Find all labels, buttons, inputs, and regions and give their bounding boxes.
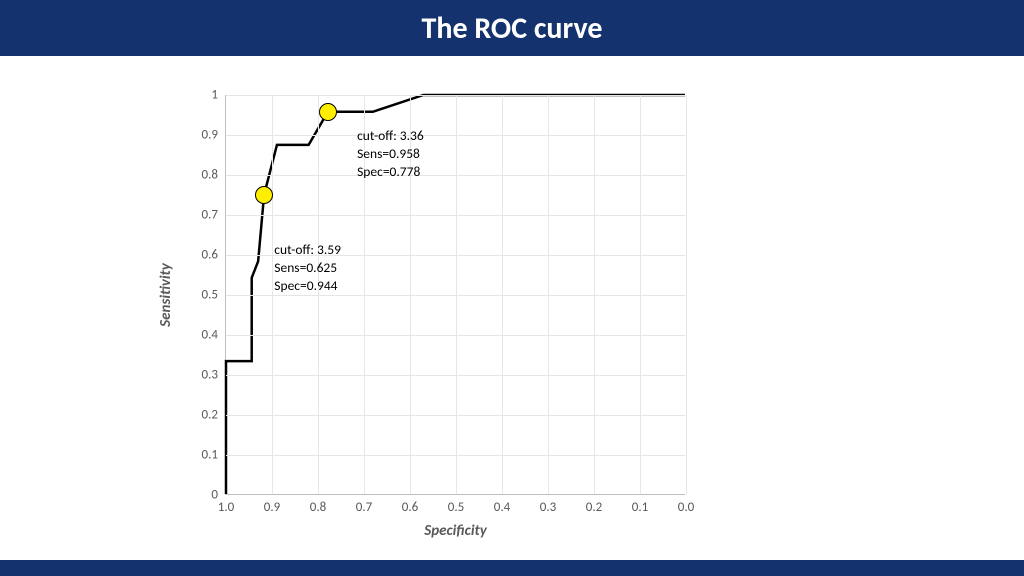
x-tick-label: 0.0 — [678, 494, 694, 515]
y-tick-label: 0.8 — [202, 168, 226, 183]
y-tick-label: 0.7 — [202, 208, 226, 223]
gridline-v — [594, 95, 595, 494]
gridline-v — [456, 95, 457, 494]
gridline-v — [272, 95, 273, 494]
x-tick-label: 0.3 — [540, 494, 556, 515]
x-tick-label: 1.0 — [218, 494, 234, 515]
slide-title: The ROC curve — [422, 10, 603, 47]
y-axis-label: Sensitivity — [157, 263, 175, 327]
x-tick-label: 0.9 — [264, 494, 280, 515]
x-tick-label: 0.4 — [494, 494, 510, 515]
y-tick-label: 0.1 — [202, 448, 226, 463]
gridline-v — [548, 95, 549, 494]
y-tick-label: 0.6 — [202, 248, 226, 263]
cutoff-marker — [319, 103, 337, 121]
y-tick-label: 0.4 — [202, 328, 226, 343]
x-tick-label: 0.6 — [402, 494, 418, 515]
y-tick-label: 0.2 — [202, 408, 226, 423]
x-tick-label: 0.2 — [586, 494, 602, 515]
x-tick-label: 0.7 — [356, 494, 372, 515]
x-tick-label: 0.5 — [448, 494, 464, 515]
gridline-v — [502, 95, 503, 494]
x-tick-label: 0.1 — [632, 494, 648, 515]
cutoff-annotation: cut-off: 3.36Sens=0.958Spec=0.778 — [357, 127, 424, 182]
x-tick-label: 0.8 — [310, 494, 326, 515]
plot-area: Sensitivity Specificity 00.10.20.30.40.5… — [225, 95, 685, 495]
y-tick-label: 0.5 — [202, 288, 226, 303]
roc-chart: Sensitivity Specificity 00.10.20.30.40.5… — [150, 75, 710, 545]
slide-header: The ROC curve — [0, 0, 1024, 56]
cutoff-annotation: cut-off: 3.59Sens=0.625Spec=0.944 — [274, 241, 341, 296]
slide-footer-bar — [0, 560, 1024, 576]
y-tick-label: 1 — [211, 88, 226, 103]
cutoff-marker — [255, 186, 273, 204]
y-tick-label: 0.3 — [202, 368, 226, 383]
gridline-v — [640, 95, 641, 494]
y-tick-label: 0.9 — [202, 128, 226, 143]
gridline-v — [686, 95, 687, 494]
